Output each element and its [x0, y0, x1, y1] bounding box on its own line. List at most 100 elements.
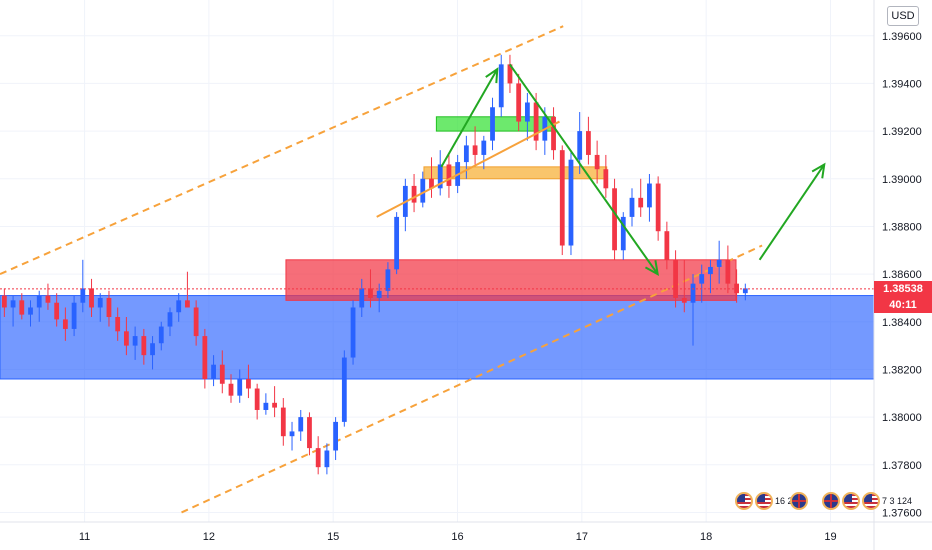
time-tick-label: 15	[327, 531, 339, 543]
channel-lower	[181, 244, 763, 514]
candle-body	[132, 336, 138, 346]
candle-body	[437, 164, 443, 189]
candle-body	[533, 102, 539, 141]
time-tick-label: 17	[576, 531, 588, 543]
candle-body	[28, 307, 33, 315]
candle-body	[376, 290, 382, 298]
time-tick-label: 18	[700, 531, 712, 543]
price-tick-label: 1.39200	[882, 126, 922, 138]
candle-body	[280, 407, 286, 437]
event-badge[interactable]	[790, 489, 808, 513]
us-flag-icon	[755, 492, 773, 510]
price-tick-label: 1.38200	[882, 364, 922, 376]
uk-flag-icon	[790, 492, 808, 510]
candle-body	[89, 288, 94, 308]
candle-body	[228, 383, 234, 396]
arrow-up-1	[440, 67, 499, 168]
candle-body	[708, 266, 713, 275]
candle-body	[673, 259, 678, 298]
candle-body	[446, 164, 452, 186]
candle-body	[1, 295, 7, 308]
event-badge[interactable]: 16 2 2	[735, 489, 800, 513]
candle-body	[394, 216, 400, 270]
price-tick-label: 1.38400	[882, 317, 922, 329]
candle-body	[647, 183, 652, 208]
candle-body	[629, 197, 635, 217]
arrow-shaft	[508, 63, 659, 275]
candle-body	[516, 83, 522, 122]
candle-body	[716, 259, 722, 267]
candle-body	[211, 364, 216, 379]
us-flag-icon	[862, 492, 880, 510]
candle-body	[463, 145, 469, 163]
candle-body	[612, 188, 617, 251]
candle-body	[725, 259, 731, 284]
time-axis-panel	[0, 522, 932, 550]
currency-button[interactable]: USD	[887, 6, 919, 26]
candle-body	[193, 307, 199, 337]
candle-body	[690, 283, 696, 303]
price-tick-label: 1.38600	[882, 269, 922, 281]
arrow-shaft	[440, 68, 499, 168]
current-price-label: 1.38538	[874, 280, 932, 297]
price-tick-label: 1.38800	[882, 221, 922, 233]
resistance-zone	[285, 259, 737, 301]
arrow-down	[508, 63, 660, 276]
candle-body	[298, 417, 304, 432]
support-zone	[0, 295, 875, 380]
candle-body	[551, 116, 556, 151]
candle-body	[359, 288, 365, 308]
us-flag-icon	[842, 492, 860, 510]
candle-body	[333, 421, 339, 451]
price-tick-label: 1.39000	[882, 174, 922, 186]
event-count: 7 3 124	[882, 496, 913, 506]
candle-body	[19, 300, 25, 315]
candle-body	[272, 402, 277, 408]
candle-body	[594, 154, 600, 170]
candle-body	[620, 216, 626, 251]
candle-body	[150, 343, 155, 356]
candle-body	[97, 297, 103, 308]
candle-body	[237, 378, 243, 396]
price-tick-label: 1.38000	[882, 412, 922, 424]
candle-body	[106, 297, 112, 318]
candle-body	[289, 431, 295, 437]
candle-body	[254, 388, 260, 410]
candle-body	[559, 150, 565, 246]
candle-body	[115, 317, 121, 332]
candle-body	[577, 131, 583, 160]
candle-body	[36, 295, 42, 308]
channel-upper	[0, 25, 564, 276]
price-axis-panel	[874, 0, 932, 550]
arrow-shaft	[758, 163, 826, 261]
candle-body	[429, 178, 434, 189]
candle-body	[54, 302, 60, 320]
candle-body	[341, 357, 347, 422]
candle-body	[586, 131, 591, 155]
candle-body	[742, 288, 748, 294]
candle-body	[350, 307, 356, 358]
candle-body	[10, 300, 16, 308]
candle-body	[185, 300, 190, 308]
candle-body	[498, 64, 504, 108]
candle-body	[176, 300, 182, 313]
us-flag-icon	[735, 492, 753, 510]
candle-body	[71, 302, 77, 329]
candle-body	[507, 64, 513, 84]
candle-body	[246, 378, 251, 389]
candle-body	[681, 297, 687, 303]
uk-flag-icon	[822, 492, 840, 510]
candle-body	[472, 145, 478, 155]
candle-body	[385, 269, 391, 291]
arrow-head	[485, 67, 499, 84]
candle-body	[124, 331, 129, 346]
candle-body	[62, 319, 68, 329]
candle-body	[603, 169, 609, 189]
candle-body	[664, 231, 670, 260]
candle-body	[80, 288, 86, 303]
candle-body	[524, 102, 530, 122]
event-badge[interactable]: 7 3 124	[822, 489, 912, 513]
candle-body	[420, 178, 426, 203]
